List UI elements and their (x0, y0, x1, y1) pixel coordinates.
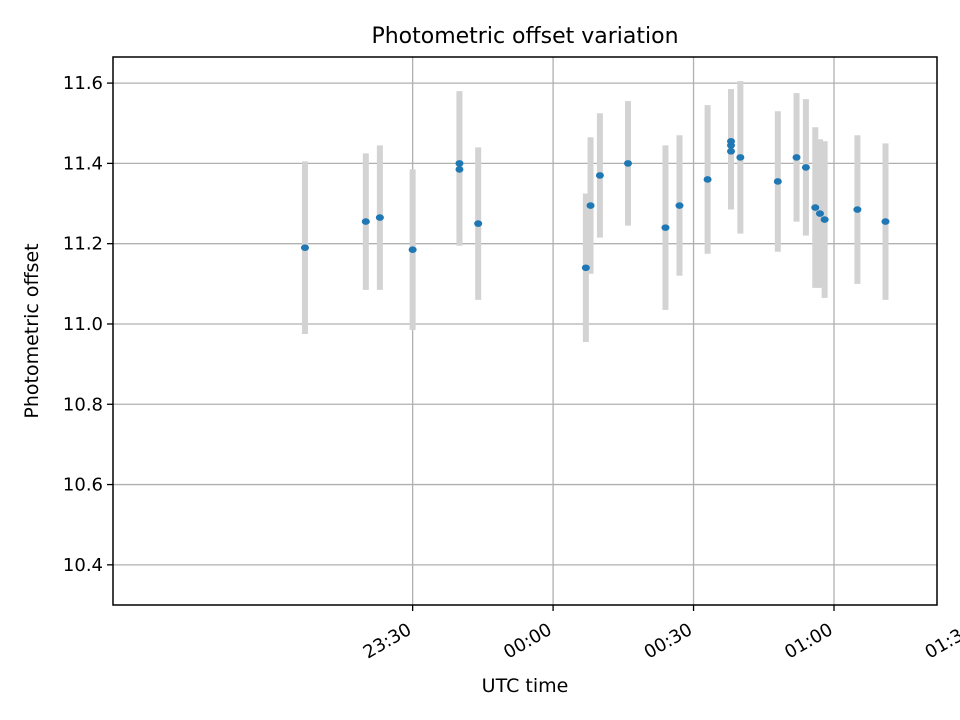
data-point (675, 202, 684, 209)
data-point (624, 160, 632, 167)
data-point (792, 154, 801, 161)
y-tick-label: 11.6 (63, 73, 103, 94)
data-point (773, 178, 782, 185)
y-tick-label: 11.0 (63, 314, 103, 335)
y-tick-label: 11.2 (63, 234, 103, 255)
data-point (727, 138, 735, 145)
data-points (300, 138, 890, 272)
plot-frame (112, 56, 938, 606)
data-point (586, 202, 595, 209)
grid (113, 57, 937, 605)
y-axis-label: Photometric offset (21, 243, 43, 418)
data-point (736, 154, 745, 161)
data-point (820, 216, 829, 223)
y-tick-label: 10.4 (63, 555, 103, 576)
data-point (474, 220, 483, 227)
y-tick-label: 10.8 (63, 394, 103, 415)
data-point (661, 224, 670, 231)
data-point (727, 148, 735, 155)
data-point (455, 160, 464, 167)
data-point (455, 166, 464, 173)
x-axis-label: UTC time (482, 675, 569, 697)
data-point (881, 218, 890, 225)
data-point (811, 204, 820, 211)
y-tick-label: 11.4 (63, 153, 103, 174)
data-point (361, 218, 370, 225)
data-point (815, 210, 824, 217)
data-point (703, 176, 712, 183)
data-point (595, 172, 604, 179)
data-point (801, 164, 810, 171)
y-tick-label: 10.6 (63, 475, 103, 496)
data-point (375, 214, 384, 221)
data-point (853, 206, 862, 213)
data-point (408, 246, 417, 254)
chart-title: Photometric offset variation (371, 24, 678, 49)
data-point (300, 244, 309, 251)
data-point (581, 264, 590, 272)
